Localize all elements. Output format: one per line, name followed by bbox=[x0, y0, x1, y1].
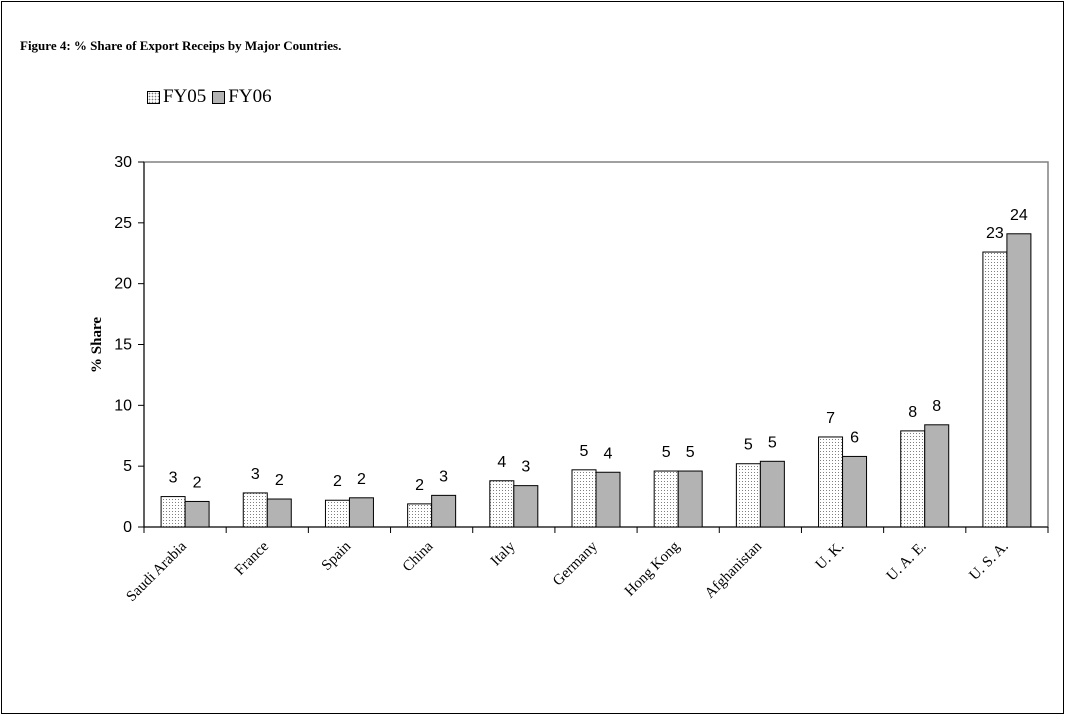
x-category-label: U. K. bbox=[813, 539, 848, 574]
data-label-fy06: 4 bbox=[604, 445, 613, 462]
data-label-fy06: 2 bbox=[275, 472, 284, 489]
bar-fy06 bbox=[513, 485, 539, 528]
data-label-fy06: 24 bbox=[1010, 207, 1028, 224]
data-label-fy06: 3 bbox=[439, 468, 448, 485]
data-label-fy05: 5 bbox=[662, 444, 671, 461]
data-label-fy06: 8 bbox=[932, 398, 941, 415]
bar-fy05 bbox=[242, 492, 268, 528]
bar-fy05 bbox=[489, 480, 515, 528]
data-label-fy05: 3 bbox=[251, 466, 260, 483]
data-label-fy05: 2 bbox=[333, 473, 342, 490]
bar-fy05 bbox=[653, 470, 679, 528]
x-category-label: China bbox=[400, 538, 437, 575]
y-tick-label: 25 bbox=[114, 215, 132, 232]
bar-fy06 bbox=[1006, 233, 1032, 528]
bar-fy06 bbox=[348, 497, 374, 528]
y-tick-label: 15 bbox=[114, 337, 132, 354]
bar-fy05 bbox=[818, 436, 844, 528]
x-category-label: France bbox=[232, 538, 272, 578]
bar-fy06 bbox=[677, 470, 703, 528]
data-label-fy05: 5 bbox=[744, 437, 753, 454]
chart-title: Figure 4: % Share of Export Receips by M… bbox=[20, 38, 342, 53]
data-label-fy05: 8 bbox=[908, 404, 917, 421]
bar-fy06 bbox=[924, 424, 950, 528]
bar-fy06 bbox=[842, 455, 868, 528]
x-axis: Saudi Arabia France Spain China Italy Germany… bbox=[124, 526, 1049, 605]
legend-label-fy05: FY05 bbox=[163, 86, 207, 107]
bar-fy05 bbox=[735, 463, 761, 528]
data-label-fy06: 3 bbox=[521, 459, 530, 476]
data-label-fy05: 3 bbox=[169, 470, 178, 487]
bar-fy05 bbox=[571, 469, 597, 528]
legend-item-fy06: FY06 bbox=[212, 86, 272, 108]
bar-fy06 bbox=[266, 498, 292, 528]
x-category-label: Spain bbox=[319, 538, 355, 574]
bar-fy05 bbox=[982, 251, 1008, 528]
bars bbox=[160, 233, 1032, 528]
x-category-label: Hong Kong bbox=[622, 538, 683, 599]
y-tick-label: 20 bbox=[114, 276, 132, 293]
x-category-label: U. S. A. bbox=[967, 539, 1012, 584]
x-category-label: Afghanistan bbox=[702, 538, 766, 602]
bar-fy06 bbox=[595, 471, 621, 528]
y-axis: 0 5 10 15 20 25 30 bbox=[114, 154, 145, 536]
data-label-fy06: 5 bbox=[768, 434, 777, 451]
y-tick-label: 30 bbox=[114, 154, 132, 171]
bar-fy06 bbox=[431, 494, 457, 528]
legend-swatch-fy05 bbox=[147, 90, 160, 104]
bar-fy06 bbox=[184, 500, 210, 528]
x-category-label: U. A. E. bbox=[884, 539, 930, 585]
legend-item-fy05: FY05 bbox=[147, 86, 206, 108]
data-label-fy05: 5 bbox=[580, 443, 589, 460]
data-label-fy06: 2 bbox=[357, 471, 366, 488]
data-label-fy05: 7 bbox=[826, 410, 835, 427]
y-tick-label: 5 bbox=[123, 458, 132, 475]
legend-swatch-fy06 bbox=[212, 90, 226, 104]
data-label-fy06: 6 bbox=[850, 429, 859, 446]
data-label-fy06: 2 bbox=[193, 474, 202, 491]
bar-fy05 bbox=[900, 430, 926, 528]
bar-fy05 bbox=[324, 499, 350, 528]
x-category-label: Saudi Arabia bbox=[124, 538, 191, 605]
y-tick-label: 10 bbox=[114, 397, 132, 414]
data-label-fy05: 2 bbox=[415, 477, 424, 494]
x-category-label: Germany bbox=[550, 538, 601, 589]
legend-label-fy06: FY06 bbox=[228, 86, 272, 107]
data-label-fy05: 23 bbox=[986, 225, 1004, 242]
y-axis-title: % Share bbox=[89, 317, 105, 373]
bar-fy05 bbox=[407, 503, 433, 528]
x-category-label: Italy bbox=[488, 538, 519, 569]
y-tick-label: 0 bbox=[123, 519, 132, 536]
data-label-fy05: 4 bbox=[497, 454, 506, 471]
bar-fy06 bbox=[759, 460, 785, 528]
data-label-fy06: 5 bbox=[686, 444, 695, 461]
bar-fy05 bbox=[160, 496, 186, 528]
legend: FY05 FY06 bbox=[147, 86, 278, 108]
